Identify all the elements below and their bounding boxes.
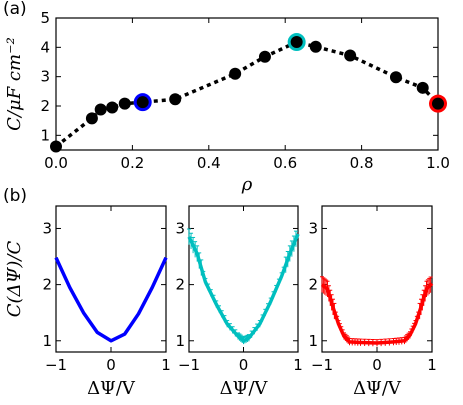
data-point (118, 97, 131, 110)
panel-label-b: (b) (3, 186, 27, 206)
data-point (94, 103, 107, 116)
data-point (258, 50, 271, 63)
y-tick-label: 3 (40, 68, 50, 86)
plot-frame (55, 205, 167, 353)
series-line (320, 282, 434, 345)
data-point (229, 67, 242, 80)
data-point (85, 112, 98, 125)
panel-label-a: (a) (3, 0, 27, 19)
y-tick-label: 2 (42, 276, 52, 294)
y-tick-label: 2 (308, 276, 318, 294)
y-axis-label: C(ΔΨ)/C (4, 241, 25, 318)
plot-frame (321, 205, 433, 353)
subplot-2: −1 0 1 1 2 3 ΔΨ/V (175, 205, 303, 399)
data-point (344, 49, 357, 62)
data-point (309, 40, 322, 53)
subplot-1: −1 0 1 1 2 3 ΔΨ/V (42, 205, 171, 399)
y-tick-label: 3 (175, 219, 185, 237)
plot-frame (55, 17, 439, 151)
x-tick-label: 1 (293, 356, 303, 374)
data-point (106, 101, 119, 114)
data-point (290, 36, 303, 49)
data-point (416, 81, 429, 94)
y-tick-label: 1 (42, 332, 52, 350)
y-axis-label: C/μF cm⁻² (4, 37, 25, 131)
data-point (50, 140, 62, 153)
x-tick-label: 0 (239, 356, 249, 374)
series-line (54, 256, 168, 343)
series-line (54, 40, 440, 148)
x-tick-label: −1 (178, 356, 200, 374)
data-point (389, 71, 402, 84)
x-tick-label: 0.0 (44, 154, 68, 172)
x-tick-label: 0.6 (273, 154, 297, 172)
y-tick-label: 5 (40, 9, 50, 27)
x-axis-label: ΔΨ/V (353, 378, 402, 399)
y-tick-label: 2 (40, 97, 50, 115)
x-axis-label: ΔΨ/V (87, 378, 136, 399)
x-tick-label: 0 (372, 356, 382, 374)
y-tick-label: 1 (175, 332, 185, 350)
x-tick-label: 0.8 (350, 154, 374, 172)
x-axis-label: ΔΨ/V (220, 378, 269, 399)
data-point (169, 93, 182, 106)
y-tick-label: 1 (40, 126, 50, 144)
x-tick-label: −1 (45, 356, 67, 374)
series-line (187, 233, 300, 343)
y-tick-label: 3 (308, 219, 318, 237)
y-tick-label: 3 (42, 219, 52, 237)
x-tick-label: 1.0 (426, 154, 450, 172)
subplot-3: −1 0 1 1 2 3 ΔΨ/V (308, 205, 437, 399)
y-tick-label: 4 (40, 38, 50, 56)
data-point (136, 96, 149, 109)
y-tick-label: 1 (308, 332, 318, 350)
x-tick-label: 1 (427, 356, 437, 374)
x-tick-label: 0.4 (197, 154, 221, 172)
x-tick-label: 1 (161, 356, 171, 374)
panel-a: 0.0 0.2 0.4 0.6 0.8 1.0 1 2 3 4 5 (a) ρ C/μF cm⁻² (3, 0, 450, 195)
x-tick-label: 0.2 (120, 154, 144, 172)
x-tick-label: −1 (311, 356, 333, 374)
x-tick-label: 0 (106, 356, 116, 374)
x-axis-label: ρ (241, 174, 253, 195)
data-point (432, 97, 444, 110)
y-tick-label: 2 (175, 276, 185, 294)
